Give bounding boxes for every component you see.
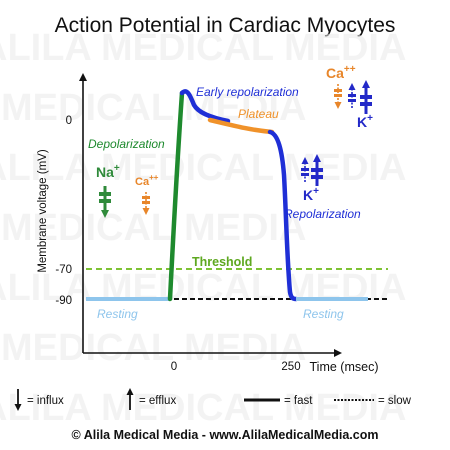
k-ion-label-2: K+	[303, 186, 319, 203]
x-tick-0: 0	[171, 361, 177, 373]
y-tick-neg90: -90	[55, 295, 72, 307]
diagram-title: Action Potential in Cardiac Myocytes	[54, 14, 396, 37]
influx-legend-label: = influx	[27, 395, 64, 407]
y-axis-label: Membrane voltage (mV)	[37, 149, 49, 273]
efflux-legend-label: = efflux	[139, 395, 176, 407]
x-tick-250: 250	[281, 361, 300, 373]
plateau-phase	[207, 117, 275, 135]
watermark-text-2: ALILA MEDICAL MEDIA	[0, 87, 306, 129]
x-axis-label: Time (msec)	[310, 360, 379, 374]
depolarization-label: Depolarization	[88, 137, 165, 151]
plateau-ion-group: Ca++ K+	[326, 64, 373, 130]
k-fast-efflux-icon	[360, 80, 372, 114]
na-ion-label: Na+	[96, 163, 120, 180]
watermark-text-4: ALILA MEDICAL MEDIA	[0, 207, 306, 249]
plateau-label: Plateau	[238, 107, 279, 121]
ca-slow-influx-icon	[142, 192, 150, 215]
ca-ion-label-1: Ca++	[135, 173, 159, 188]
y-tick-neg70: -70	[55, 264, 72, 276]
ca-influx-group-1: Ca++	[135, 173, 159, 215]
influx-legend-icon	[14, 389, 22, 411]
k-ion-label-1: K+	[357, 113, 373, 130]
watermark: ALILA MEDICAL MEDIA ALILA MEDICAL MEDIA …	[0, 27, 406, 429]
depolarization-phase	[167, 90, 185, 302]
k-slow-efflux-icon	[348, 83, 356, 108]
k-fast-efflux-icon-2	[311, 154, 323, 186]
repolarization-ion-group: K+	[301, 154, 323, 203]
copyright-notice: © Alila Medical Media - www.AlilaMedical…	[71, 428, 379, 442]
watermark-text-3: ALILA MEDICAL MEDIA	[0, 147, 406, 189]
ca-ion-label-2: Ca++	[326, 64, 356, 81]
na-influx-group: Na+	[96, 163, 120, 218]
watermark-text-7: ALILA MEDICAL MEDIA	[0, 387, 406, 429]
ca-slow-influx-icon-2	[334, 84, 342, 109]
resting-label-left: Resting	[97, 307, 138, 321]
efflux-legend-icon	[126, 388, 134, 410]
y-tick-0: 0	[66, 115, 72, 127]
resting-label-right: Resting	[303, 307, 344, 321]
legend: = influx = efflux = fast = slow	[14, 388, 412, 411]
threshold-label: Threshold	[192, 255, 252, 269]
watermark-text-5: ALILA MEDICAL MEDIA	[0, 267, 406, 309]
repolarization-phase	[267, 129, 299, 302]
repolarization-label: Repolarization	[284, 207, 361, 221]
watermark-text-1: ALILA MEDICAL MEDIA	[0, 27, 406, 69]
k-slow-efflux-icon-2	[301, 157, 309, 182]
na-fast-influx-icon	[99, 186, 111, 218]
early-repolarization-phase	[179, 89, 231, 124]
watermark-text-6: ALILA MEDICAL MEDIA	[0, 327, 306, 369]
early-repolarization-label: Early repolarization	[196, 85, 299, 99]
fast-legend-label: = fast	[284, 395, 313, 407]
slow-legend-label: = slow	[378, 395, 412, 407]
